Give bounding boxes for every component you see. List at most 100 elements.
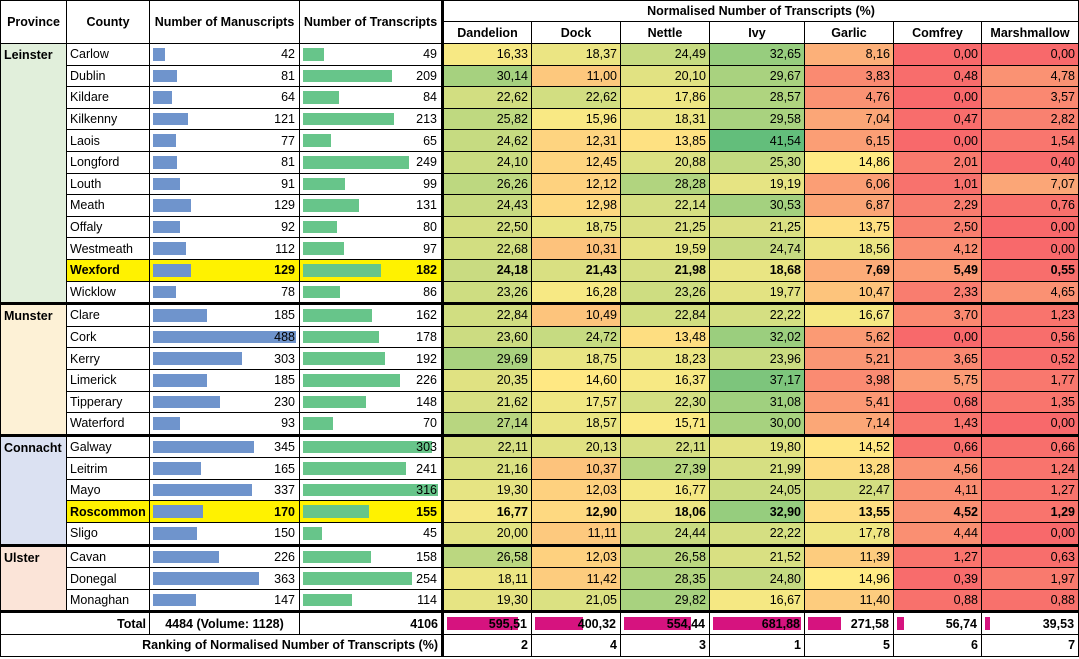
- transcripts-bar: [303, 112, 394, 126]
- manuscripts-cell: 64: [149, 86, 300, 109]
- transcripts-bar: [303, 155, 409, 169]
- transcripts-cell: 49: [299, 43, 444, 66]
- manuscripts-cell: 78: [149, 280, 300, 305]
- manuscripts-bar: [153, 527, 197, 540]
- value-cell-dock: 14,60: [531, 368, 621, 392]
- manuscripts-cell: 165: [149, 457, 300, 480]
- value-cell-nettle: 23,26: [620, 280, 710, 305]
- manuscripts-cell: 81: [149, 64, 300, 88]
- value-cell-marshmallow: 0,52: [980, 347, 1079, 370]
- value-cell-comfrey: 0,48: [893, 64, 982, 88]
- county-cell: Offaly: [66, 215, 150, 239]
- value-cell-marshmallow: 0,00: [980, 412, 1079, 436]
- value-cell-nettle: 24,44: [620, 522, 710, 546]
- county-cell: Waterford: [66, 412, 150, 436]
- county-cell: Cavan: [66, 543, 150, 569]
- transcripts-bar: [303, 177, 345, 191]
- manuscripts-bar: [153, 373, 207, 387]
- value-cell-marshmallow: 0,76: [980, 194, 1079, 217]
- transcripts-bar: [303, 373, 400, 387]
- county-cell: Sligo: [66, 522, 150, 546]
- value-cell-comfrey: 5,75: [893, 368, 982, 392]
- ranking-marshmallow: 7: [980, 634, 1079, 657]
- ranking-dandelion: 2: [442, 634, 532, 657]
- value-cell-garlic: 18,56: [804, 237, 894, 260]
- value-cell-marshmallow: 2,82: [980, 107, 1079, 131]
- total-marshmallow: 39,53: [980, 610, 1079, 636]
- transcripts-cell: 192: [299, 347, 444, 370]
- value-cell-comfrey: 1,01: [893, 172, 982, 196]
- value-cell-dock: 12,03: [531, 478, 621, 502]
- county-cell: Galway: [66, 433, 150, 459]
- county-cell: Dublin: [66, 64, 150, 88]
- county-cell: Carlow: [66, 43, 150, 66]
- value-cell-nettle: 16,77: [620, 478, 710, 502]
- value-cell-dock: 16,28: [531, 280, 621, 305]
- value-cell-marshmallow: 0,63: [980, 543, 1079, 569]
- value-cell-ivy: 19,77: [709, 280, 805, 305]
- value-cell-marshmallow: 7,07: [980, 172, 1079, 196]
- manuscripts-bar: [153, 395, 220, 409]
- value-cell-dock: 12,45: [531, 150, 621, 174]
- transcripts-bar: [303, 417, 333, 430]
- manuscripts-bar: [153, 263, 191, 277]
- value-cell-garlic: 16,67: [804, 302, 894, 327]
- total-bar: [713, 617, 801, 631]
- manuscripts-cell: 488: [149, 325, 300, 349]
- value-cell-ivy: 30,53: [709, 194, 805, 217]
- transcripts-cell: 209: [299, 64, 444, 88]
- transcripts-cell: 99: [299, 172, 444, 196]
- manuscripts-cell: 92: [149, 215, 300, 239]
- value-cell-ivy: 21,99: [709, 457, 805, 480]
- transcripts-bar: [303, 263, 381, 277]
- transcripts-bar: [303, 220, 337, 234]
- county-cell: Limerick: [66, 368, 150, 392]
- table-row: Kildare 64 84 22,62 22,62 17,86 28,57 4,76 0,00 3…: [1, 86, 1079, 109]
- county-cell: Mayo: [66, 478, 150, 502]
- totals-label: Total: [0, 610, 150, 636]
- county-cell: Laois: [66, 129, 150, 152]
- value-cell-garlic: 13,75: [804, 215, 894, 239]
- manuscripts-cell: 185: [149, 302, 300, 327]
- value-cell-marshmallow: 0,00: [980, 43, 1079, 66]
- value-cell-garlic: 6,15: [804, 129, 894, 152]
- value-cell-garlic: 13,55: [804, 500, 894, 524]
- value-cell-nettle: 22,14: [620, 194, 710, 217]
- value-cell-dandelion: 22,50: [442, 215, 532, 239]
- value-cell-nettle: 13,48: [620, 325, 710, 349]
- value-cell-dandelion: 29,69: [442, 347, 532, 370]
- value-cell-dandelion: 22,11: [442, 433, 532, 459]
- county-cell: Longford: [66, 150, 150, 174]
- value-cell-comfrey: 0,00: [893, 43, 982, 66]
- table-row: Wexford 129 182 24,18 21,43 21,98 18,68 7,69 5,4…: [1, 258, 1079, 282]
- manuscripts-cell: 150: [149, 522, 300, 546]
- manuscripts-cell: 129: [149, 194, 300, 217]
- value-cell-ivy: 28,57: [709, 86, 805, 109]
- transcripts-bar: [303, 462, 406, 475]
- table-row: Longford 81 249 24,10 12,45 20,88 25,30 14,86 2,…: [1, 150, 1079, 174]
- value-cell-garlic: 7,14: [804, 412, 894, 436]
- value-cell-dock: 18,75: [531, 347, 621, 370]
- value-cell-ivy: 22,22: [709, 522, 805, 546]
- value-cell-marshmallow: 1,24: [980, 457, 1079, 480]
- manuscripts-cell: 185: [149, 368, 300, 392]
- transcripts-bar: [303, 395, 366, 409]
- table-row: Donegal 363 254 18,11 11,42 28,35 24,80 14,96 0,…: [1, 567, 1079, 590]
- value-cell-ivy: 22,22: [709, 302, 805, 327]
- header-plant-garlic: Garlic: [804, 21, 894, 44]
- transcripts-cell: 45: [299, 522, 444, 546]
- transcripts-cell: 155: [299, 500, 444, 524]
- manuscripts-bar: [153, 242, 186, 255]
- value-cell-nettle: 18,31: [620, 107, 710, 131]
- value-cell-ivy: 29,58: [709, 107, 805, 131]
- value-cell-dock: 10,49: [531, 302, 621, 327]
- value-cell-nettle: 24,49: [620, 43, 710, 66]
- value-cell-comfrey: 2,29: [893, 194, 982, 217]
- manuscripts-bar: [153, 199, 191, 212]
- transcripts-cell: 86: [299, 280, 444, 305]
- manuscripts-cell: 91: [149, 172, 300, 196]
- county-cell: Kerry: [66, 347, 150, 370]
- manuscripts-bar: [153, 177, 180, 191]
- value-cell-comfrey: 0,00: [893, 325, 982, 349]
- value-cell-dandelion: 19,30: [442, 588, 532, 613]
